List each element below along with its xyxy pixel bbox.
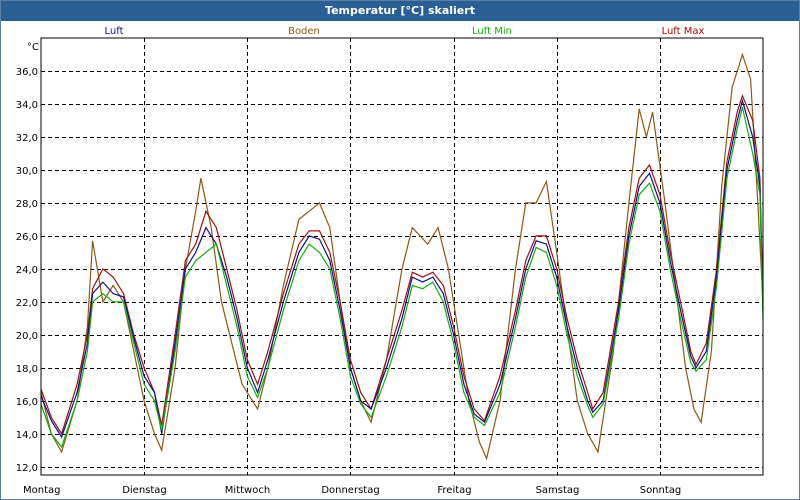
chart-title: Temperatur [°C] skaliert xyxy=(1,1,799,21)
y-tick-label: 34,0 xyxy=(16,100,38,111)
y-tick-label: 16,0 xyxy=(16,397,38,408)
y-axis-ticks: 12,0 14,0 16,0 18,0 20,0 22,0 24,0 26,0 28,0 30,0… xyxy=(16,67,38,474)
y-tick-label: 24,0 xyxy=(16,265,38,276)
y-tick-label: 28,0 xyxy=(16,199,38,210)
legend-item-luft-min: Luft Min xyxy=(472,26,512,37)
legend-item-luft-max: Luft Max xyxy=(662,26,705,37)
x-tick-day: Freitag xyxy=(437,485,471,496)
y-tick-label: 26,0 xyxy=(16,232,38,243)
y-axis-label: °C xyxy=(27,42,39,53)
grid xyxy=(41,38,763,475)
x-tick-day: Sonntag xyxy=(640,485,682,496)
legend: Luft Boden Luft Min Luft Max xyxy=(105,26,705,37)
x-tick-day: Mittwoch xyxy=(225,485,270,496)
y-tick-label: 20,0 xyxy=(16,331,38,342)
y-tick-label: 32,0 xyxy=(16,133,38,144)
x-tick-day: Dienstag xyxy=(122,485,167,496)
y-tick-label: 30,0 xyxy=(16,166,38,177)
series-lines xyxy=(40,52,764,461)
legend-item-luft: Luft xyxy=(105,26,124,37)
y-tick-label: 22,0 xyxy=(16,298,38,309)
temperature-chart: Luft Boden Luft Min Luft Max °C 12,0 14,0 16,… xyxy=(16,26,764,496)
x-tick-day: Montag xyxy=(23,485,60,496)
y-tick-label: 12,0 xyxy=(16,463,38,474)
y-tick-label: 14,0 xyxy=(16,430,38,441)
series-line-luft-min xyxy=(40,107,764,449)
x-axis-ticks: Montag16.06.25Dienstag17.06.25Mittwoch18… xyxy=(23,485,682,496)
series-line-boden xyxy=(40,52,764,461)
x-tick-day: Samstag xyxy=(536,485,580,496)
y-tick-label: 36,0 xyxy=(16,67,38,78)
series-line-luft-max xyxy=(40,93,764,436)
legend-item-boden: Boden xyxy=(288,26,320,37)
x-tick-day: Donnerstag xyxy=(321,485,379,496)
y-tick-label: 18,0 xyxy=(16,364,38,375)
plot-area xyxy=(40,37,764,476)
